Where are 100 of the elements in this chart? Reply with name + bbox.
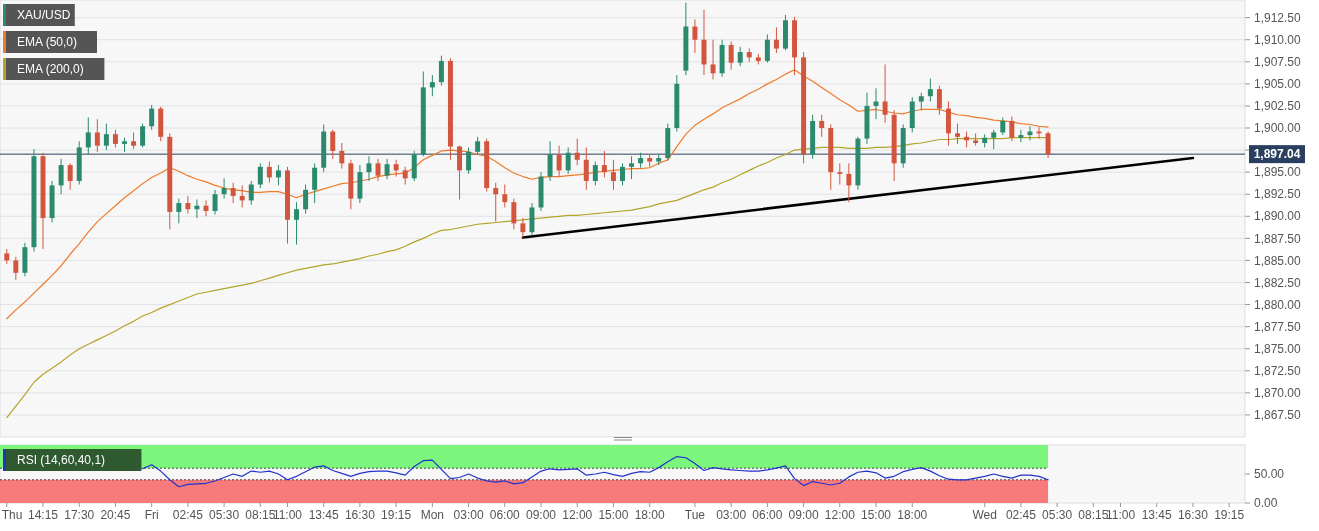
x-tick-label: 19:15 [381, 508, 412, 522]
candlestick [955, 123, 961, 145]
x-tick-label: 12:00 [562, 508, 593, 522]
candlestick [103, 123, 109, 151]
candlestick [629, 155, 635, 180]
y-tick-label: 50.00 [1254, 467, 1285, 482]
candlestick [710, 39, 716, 80]
candlestick [520, 217, 526, 238]
y-tick-label: 1,885.00 [1254, 253, 1302, 268]
x-tick-label: 09:00 [788, 508, 819, 522]
x-tick-label: 08:15 [1078, 508, 1109, 522]
x-tick-label: 03:00 [453, 508, 484, 522]
candlestick [239, 184, 245, 208]
x-tick-label: 13:45 [1141, 508, 1173, 522]
candlestick [620, 162, 625, 186]
candlestick [366, 155, 372, 182]
x-tick-label: 02:45 [172, 508, 204, 522]
x-tick-label: 15:00 [861, 508, 892, 522]
y-tick-label: 1,870.00 [1254, 386, 1302, 401]
candlestick [466, 146, 472, 175]
x-tick-label: 17:30 [64, 508, 95, 522]
candlestick [601, 150, 607, 178]
x-tick-label: 15:00 [598, 508, 629, 522]
x-tick-label: 19:15 [1214, 508, 1245, 522]
candlestick [429, 74, 435, 97]
candlestick [438, 55, 444, 87]
y-tick-label: 1,867.50 [1254, 408, 1302, 423]
y-tick-label: 1,892.50 [1254, 187, 1302, 202]
y-tick-label: 1,912.50 [1254, 10, 1302, 25]
candlestick [837, 162, 843, 186]
x-tick-label: 16:30 [344, 508, 376, 522]
candlestick [764, 33, 770, 64]
candlestick [936, 85, 942, 116]
candlestick [728, 40, 734, 71]
y-tick-label: 1,872.50 [1254, 363, 1302, 378]
x-tick-label: 09:00 [525, 508, 557, 522]
x-tick-label: 03:00 [716, 508, 747, 522]
y-tick-label: 1,907.50 [1254, 55, 1302, 69]
candlestick [592, 161, 598, 186]
x-tick-label: Thu [1, 508, 23, 522]
candlestick [303, 184, 309, 215]
candlestick [457, 145, 463, 201]
ref-line-label: 1,897.04 [1253, 147, 1301, 162]
candlestick [221, 177, 227, 200]
candlestick [248, 180, 254, 206]
candlestick [773, 26, 779, 54]
x-tick-label: 18:00 [897, 508, 928, 522]
candlestick [85, 116, 91, 155]
candlestick [493, 182, 499, 223]
candlestick [149, 104, 155, 131]
candlestick [58, 158, 64, 195]
candlestick [882, 63, 888, 124]
candlestick [312, 162, 318, 204]
candlestick [212, 189, 218, 216]
y-tick-label: 1,890.00 [1254, 209, 1302, 224]
candlestick [873, 87, 879, 120]
x-tick-label: 18:00 [634, 508, 665, 522]
candlestick [1045, 131, 1051, 159]
x-tick-label: 14:15 [27, 508, 59, 522]
candlestick [574, 138, 580, 166]
candlestick [502, 184, 508, 208]
candlestick [991, 129, 997, 150]
candlestick [411, 150, 417, 182]
candlestick [375, 158, 381, 182]
y-tick-label: 1,887.50 [1254, 231, 1302, 246]
candlestick [230, 182, 236, 204]
y-tick-label: 1,910.00 [1254, 32, 1302, 47]
candlestick [1009, 116, 1015, 142]
y-tick-label: 1,905.00 [1254, 77, 1302, 92]
candlestick [511, 198, 517, 231]
candlestick [275, 164, 281, 186]
x-tick-label: 08:15 [245, 508, 276, 522]
candlestick [393, 159, 399, 178]
x-tick-label: Mon [420, 508, 445, 522]
candlestick [819, 114, 825, 138]
candlestick [13, 256, 19, 281]
candlestick [330, 129, 336, 160]
x-tick-label: 20:45 [100, 508, 131, 522]
candlestick [266, 161, 272, 184]
x-tick-label: 13:45 [308, 508, 340, 522]
legend-label: XAU/USD [17, 8, 71, 23]
candlestick [556, 145, 562, 178]
candlestick [737, 46, 743, 67]
y-tick-label: 1,875.00 [1254, 341, 1302, 356]
candlestick [339, 142, 345, 170]
x-tick-label: 06:00 [752, 508, 783, 522]
x-tick-label: 05:30 [209, 508, 240, 522]
candlestick [565, 146, 571, 175]
x-tick-label: 06:00 [489, 508, 521, 522]
x-tick-label: 02:45 [1005, 508, 1037, 522]
candlestick [547, 140, 553, 182]
candlestick [176, 198, 182, 224]
candlestick [67, 162, 73, 191]
candlestick [94, 118, 100, 153]
y-tick-label: 1,900.00 [1254, 121, 1302, 136]
candlestick [140, 123, 146, 148]
y-tick-label: 1,882.50 [1254, 275, 1302, 290]
y-tick-label: 1,880.00 [1254, 297, 1302, 312]
x-tick-label: 12:00 [824, 508, 856, 522]
candlestick [692, 18, 698, 54]
